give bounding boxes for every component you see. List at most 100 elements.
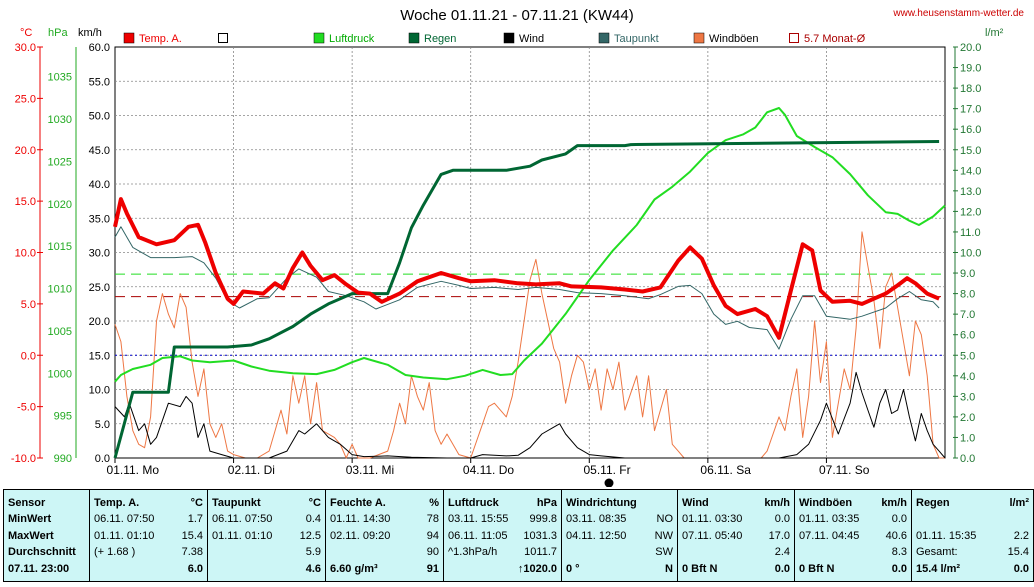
stats-label: 06.11. 11:05 [448, 529, 508, 542]
stats-label: Feuchte A. [330, 497, 386, 509]
stats-label: Durchschnitt [8, 546, 76, 558]
stats-label: ^1.3hPa/h [448, 546, 498, 558]
stats-label: 02.11. 09:20 [330, 529, 391, 542]
chart-title: Woche 01.11.21 - 07.11.21 (KW44) [400, 7, 633, 24]
rain-tick-label: 12.0 [960, 206, 981, 218]
stats-value: 4.6 [305, 562, 321, 575]
rain-tick-label: 15.0 [960, 145, 981, 157]
rain-tick-label: 17.0 [960, 104, 981, 116]
stats-label: MaxWert [8, 529, 54, 542]
stats-label: 03.11. 08:35 [566, 513, 627, 525]
rain-tick-label: 14.0 [960, 165, 981, 177]
stats-row: 01.11. 15:35 2.2 [912, 529, 1033, 544]
stats-value: 6.0 [187, 562, 203, 575]
stats-row: 6.60 g/m³ 91 [326, 562, 443, 577]
stats-row [912, 512, 1033, 527]
legend-label: Temp. A. [139, 33, 182, 45]
stats-value: 91 [426, 562, 439, 575]
wind-tick-label: 35.0 [89, 213, 110, 225]
stats-label: 07.11. 05:40 [682, 529, 743, 542]
website-link: www.heusenstamm-wetter.de [892, 8, 1024, 19]
legend-label: Luftdruck [329, 33, 375, 45]
stats-column-temp: Temp. A. °C 06.11. 07:50 1.7 01.11. 01:10 15.… [89, 489, 208, 582]
pressure-tick-label: 990 [54, 453, 72, 465]
stats-label: 01.11. 15:35 [916, 529, 977, 542]
stats-row: 0 Bft N 0.0 [795, 562, 911, 577]
legend-swatch [218, 33, 228, 43]
wind-tick-label: 10.0 [89, 385, 110, 397]
stats-header: Luftdruck hPa [444, 496, 561, 511]
temp-tick-label: 15.0 [15, 196, 36, 208]
stats-value: 2.4 [774, 546, 790, 558]
stats-label: 03.11. 15:55 [448, 513, 509, 525]
stats-label: 04.11. 12:50 [566, 529, 627, 542]
pressure-tick-label: 1010 [48, 284, 72, 296]
x-tick-label: 07.11. So [819, 463, 870, 477]
stats-value: 15.4 [181, 529, 203, 542]
rain-tick-label: 0.0 [960, 453, 975, 465]
stats-label: Windrichtung [566, 497, 637, 509]
stats-value: 999.8 [529, 513, 557, 525]
rain-tick-label: 9.0 [960, 268, 975, 280]
stats-header: Sensor [4, 496, 89, 511]
stats-row: 07.11. 05:40 17.0 [678, 529, 794, 544]
rain-tick-label: 1.0 [960, 432, 975, 444]
stats-label: 01.11. 01:10 [212, 529, 273, 542]
stats-row: 5.9 [208, 545, 325, 560]
legend-swatch [693, 32, 705, 44]
stats-value: 0.0 [1013, 562, 1029, 575]
stats-label: 0 ° [566, 562, 580, 575]
stats-row: 8.3 [795, 545, 911, 560]
rain-tick-label: 2.0 [960, 412, 975, 424]
stats-value: °C [190, 497, 203, 509]
pressure-tick-label: 1000 [48, 368, 72, 380]
stats-value: 17.0 [768, 529, 790, 542]
stats-row: ↑1020.0 [444, 562, 561, 577]
wind-tick-label: 15.0 [89, 350, 110, 362]
stats-label: 15.4 l/m² [916, 562, 961, 575]
rain-tick-label: 8.0 [960, 289, 975, 301]
series-luftdruck [114, 107, 946, 383]
legend-swatch [789, 33, 799, 43]
x-tick-label: 06.11. Sa [700, 463, 751, 477]
stats-label: 06.11. 07:50 [212, 513, 273, 525]
stats-label: (+ 1.68 ) [94, 546, 136, 558]
rain-tick-label: 4.0 [960, 371, 975, 383]
rain-tick-label: 7.0 [960, 309, 975, 321]
stats-header: Wind km/h [678, 496, 794, 511]
rain-tick-label: 18.0 [960, 83, 981, 95]
stats-row: Durchschnitt [4, 545, 89, 560]
stats-value: l/m² [1009, 497, 1029, 509]
stats-value: 0.0 [774, 513, 790, 525]
temp-tick-label: 25.0 [15, 93, 36, 105]
stats-value: N [665, 562, 673, 575]
rain-tick-label: 5.0 [960, 350, 975, 362]
wind-tick-label: 0.0 [95, 453, 110, 465]
x-tick-label: 05.11. Fr [584, 463, 631, 477]
stats-row: 02.11. 09:20 94 [326, 529, 443, 544]
rain-unit-label: l/m² [985, 27, 1004, 39]
rain-tick-label: 16.0 [960, 124, 981, 136]
wind-tick-label: 60.0 [89, 42, 110, 54]
stats-label: Windböen [799, 497, 853, 509]
wind-tick-label: 55.0 [89, 76, 110, 88]
temp-tick-label: 5.0 [21, 299, 36, 311]
temp-tick-label: 10.0 [15, 248, 36, 260]
stats-header: Windböen km/h [795, 496, 911, 511]
stats-value: 0.4 [305, 513, 321, 525]
stats-row: 06.11. 07:50 1.7 [90, 512, 207, 527]
legend-label: Wind [519, 33, 544, 45]
pressure-tick-label: 995 [54, 411, 72, 423]
wind-tick-label: 45.0 [89, 145, 110, 157]
x-tick-label: 03.11. Mi [346, 463, 394, 477]
stats-row: 01.11. 03:30 0.0 [678, 512, 794, 527]
stats-row: 2.4 [678, 545, 794, 560]
temp-tick-label: -5.0 [17, 402, 36, 414]
rain-tick-label: 20.0 [960, 42, 981, 54]
temp-tick-label: 20.0 [15, 145, 36, 157]
stats-row: 06.11. 07:50 0.4 [208, 512, 325, 527]
stats-label: 01.11. 14:30 [330, 513, 391, 525]
stats-label: Sensor [8, 497, 46, 509]
stats-column-gust: Windböen km/h 01.11. 03:35 0.0 07.11. 04:45 4… [794, 489, 912, 582]
stats-header: Taupunkt °C [208, 496, 325, 511]
